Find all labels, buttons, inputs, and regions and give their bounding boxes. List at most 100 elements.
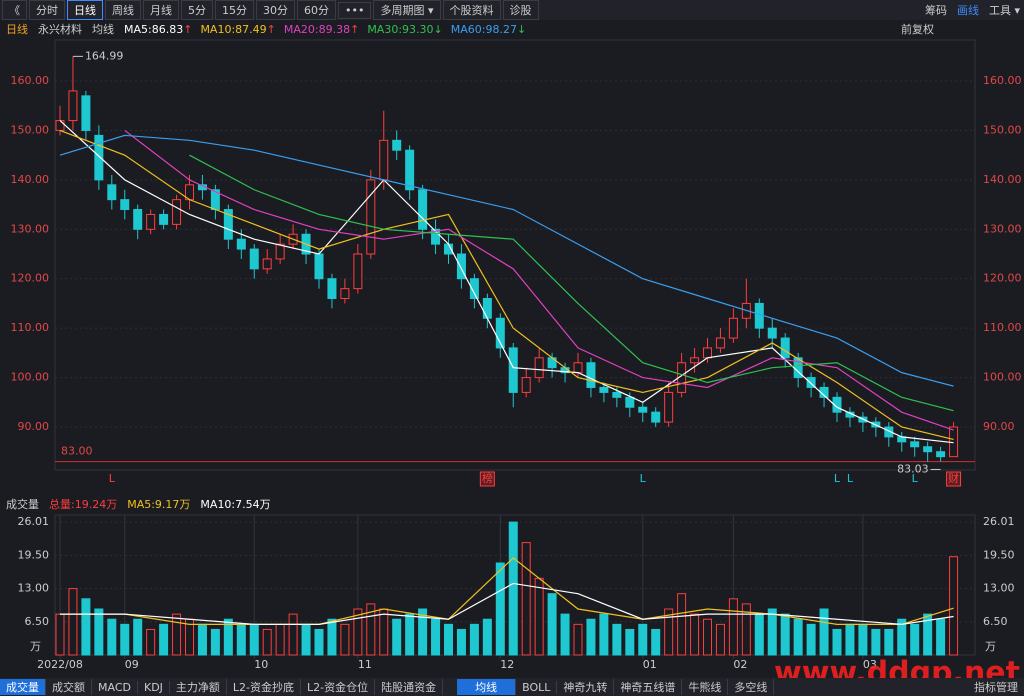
y-tick-label: 150.00 bbox=[983, 123, 1022, 136]
candle-body bbox=[806, 377, 816, 388]
candle-body bbox=[405, 149, 415, 191]
event-box bbox=[479, 471, 495, 487]
candle-body bbox=[107, 184, 117, 201]
volume-bar bbox=[923, 613, 933, 656]
info-bar: 日线 永兴材料 均线 MA5:86.83 ↑ MA10:87.49 ↑ MA20:89.… bbox=[0, 20, 1024, 38]
tab[interactable]: BOLL bbox=[516, 680, 558, 694]
candle-body bbox=[249, 248, 259, 270]
adjust[interactable]: 前复权 bbox=[901, 23, 934, 36]
tool-button[interactable]: 分时 bbox=[29, 0, 65, 20]
volume-bar bbox=[754, 613, 764, 656]
tool-button[interactable]: 60分 bbox=[297, 0, 336, 20]
toolbar-right: 筹码 画线 工具 ▾ bbox=[915, 0, 1020, 20]
tab[interactable]: 成交量 bbox=[0, 679, 46, 695]
candle-body bbox=[469, 278, 479, 299]
tab[interactable]: 均线 bbox=[457, 679, 517, 695]
candle-body bbox=[353, 253, 363, 290]
candle-body bbox=[923, 446, 933, 453]
y-tick-label: 6.50 bbox=[983, 615, 1008, 628]
y-tick-label: 140.00 bbox=[983, 173, 1022, 186]
tab[interactable]: L2-资金抄底 bbox=[227, 679, 302, 695]
candle-body bbox=[495, 317, 505, 349]
candle-body bbox=[832, 396, 842, 413]
x-tick-label: 10 bbox=[254, 658, 268, 671]
tab[interactable]: KDJ bbox=[138, 680, 170, 694]
volume-bar bbox=[379, 608, 389, 656]
volume-bar bbox=[858, 623, 868, 656]
tool-button[interactable]: 日线 bbox=[67, 0, 103, 20]
volume-bar bbox=[677, 593, 687, 656]
y-tick-label: 19.50 bbox=[18, 548, 50, 561]
tab[interactable]: L2-资金仓位 bbox=[301, 679, 376, 695]
trend-arrow: ↑ bbox=[183, 22, 193, 36]
candle-body bbox=[677, 362, 687, 393]
reference-label: 83.00 bbox=[61, 445, 93, 458]
tab[interactable]: 指标管理 bbox=[974, 681, 1018, 694]
volume-bar bbox=[133, 618, 143, 656]
tool-button[interactable]: 工具 ▾ bbox=[988, 4, 1020, 17]
y-tick-label: 13.00 bbox=[18, 582, 50, 595]
event-box bbox=[946, 471, 962, 487]
tab[interactable]: 主力净额 bbox=[170, 679, 227, 695]
tab[interactable]: 多空线 bbox=[728, 679, 775, 695]
volume-bar bbox=[172, 613, 182, 656]
tab[interactable]: 牛熊线 bbox=[682, 679, 729, 695]
candle-body bbox=[172, 199, 182, 225]
unit-label: 万 bbox=[30, 640, 41, 653]
volume-bar bbox=[806, 623, 816, 656]
volume-bar bbox=[314, 628, 324, 656]
candle-body bbox=[327, 278, 337, 299]
tool-button[interactable]: 5分 bbox=[181, 0, 213, 20]
tool-button[interactable]: 月线 bbox=[143, 0, 179, 20]
candle-body bbox=[81, 95, 91, 131]
x-tick-label: 09 bbox=[125, 658, 139, 671]
tab[interactable]: 神奇五线谱 bbox=[614, 679, 683, 695]
tool-button[interactable]: 30分 bbox=[256, 0, 295, 20]
volume-bar bbox=[547, 593, 557, 656]
ma-line bbox=[60, 557, 954, 625]
y-tick-label: 130.00 bbox=[983, 222, 1022, 235]
trend-arrow: ↑ bbox=[266, 22, 276, 36]
tab[interactable]: 神奇九转 bbox=[557, 679, 615, 695]
candle-body bbox=[159, 213, 169, 225]
volume-bar bbox=[444, 623, 453, 656]
y-tick-label: 13.00 bbox=[983, 582, 1015, 595]
y-tick-label: 120.00 bbox=[983, 272, 1022, 285]
candle-body bbox=[728, 317, 738, 339]
tool-button[interactable]: 诊股 bbox=[502, 0, 539, 20]
y-tick-label: 160.00 bbox=[983, 74, 1022, 87]
y-tick-label: 110.00 bbox=[11, 321, 50, 334]
tool-button[interactable]: 个股资料 bbox=[442, 0, 501, 20]
volume-bar bbox=[612, 623, 622, 656]
tool-button[interactable]: 15分 bbox=[215, 0, 254, 20]
volume-bar bbox=[741, 603, 751, 656]
legend-item: MA10:87.49 bbox=[200, 22, 267, 36]
tool-button[interactable]: 周线 bbox=[105, 0, 141, 20]
tab[interactable]: 成交额 bbox=[46, 679, 92, 695]
volume-bar bbox=[94, 608, 104, 656]
tab[interactable]: MACD bbox=[92, 680, 138, 694]
tool-button[interactable]: 多周期图 ▾ bbox=[373, 0, 441, 20]
tool-button[interactable]: 筹码 bbox=[924, 4, 947, 17]
min-label: 83.03 bbox=[897, 462, 929, 475]
x-tick-label: 01 bbox=[643, 658, 657, 671]
tool-button[interactable]: 《 bbox=[2, 0, 27, 20]
volume-bar bbox=[586, 618, 596, 656]
volume-bar bbox=[469, 623, 479, 656]
legend-item: MA60:98.27 bbox=[450, 22, 517, 36]
candle-body bbox=[715, 337, 725, 349]
volume-bar bbox=[534, 577, 544, 656]
y-tick-label: 130.00 bbox=[11, 222, 50, 235]
tool-button[interactable]: 画线 bbox=[956, 4, 979, 17]
y-tick-label: 6.50 bbox=[25, 615, 50, 628]
volume-bar bbox=[146, 628, 156, 656]
ma-line bbox=[124, 129, 954, 431]
tool-button[interactable]: ••• bbox=[338, 1, 372, 19]
tab[interactable]: 陆股通资金 bbox=[375, 679, 444, 695]
max-label: 164.99 bbox=[85, 49, 124, 62]
volume-bar bbox=[780, 613, 790, 656]
candle-body bbox=[133, 209, 143, 230]
volume-bar bbox=[223, 618, 233, 656]
